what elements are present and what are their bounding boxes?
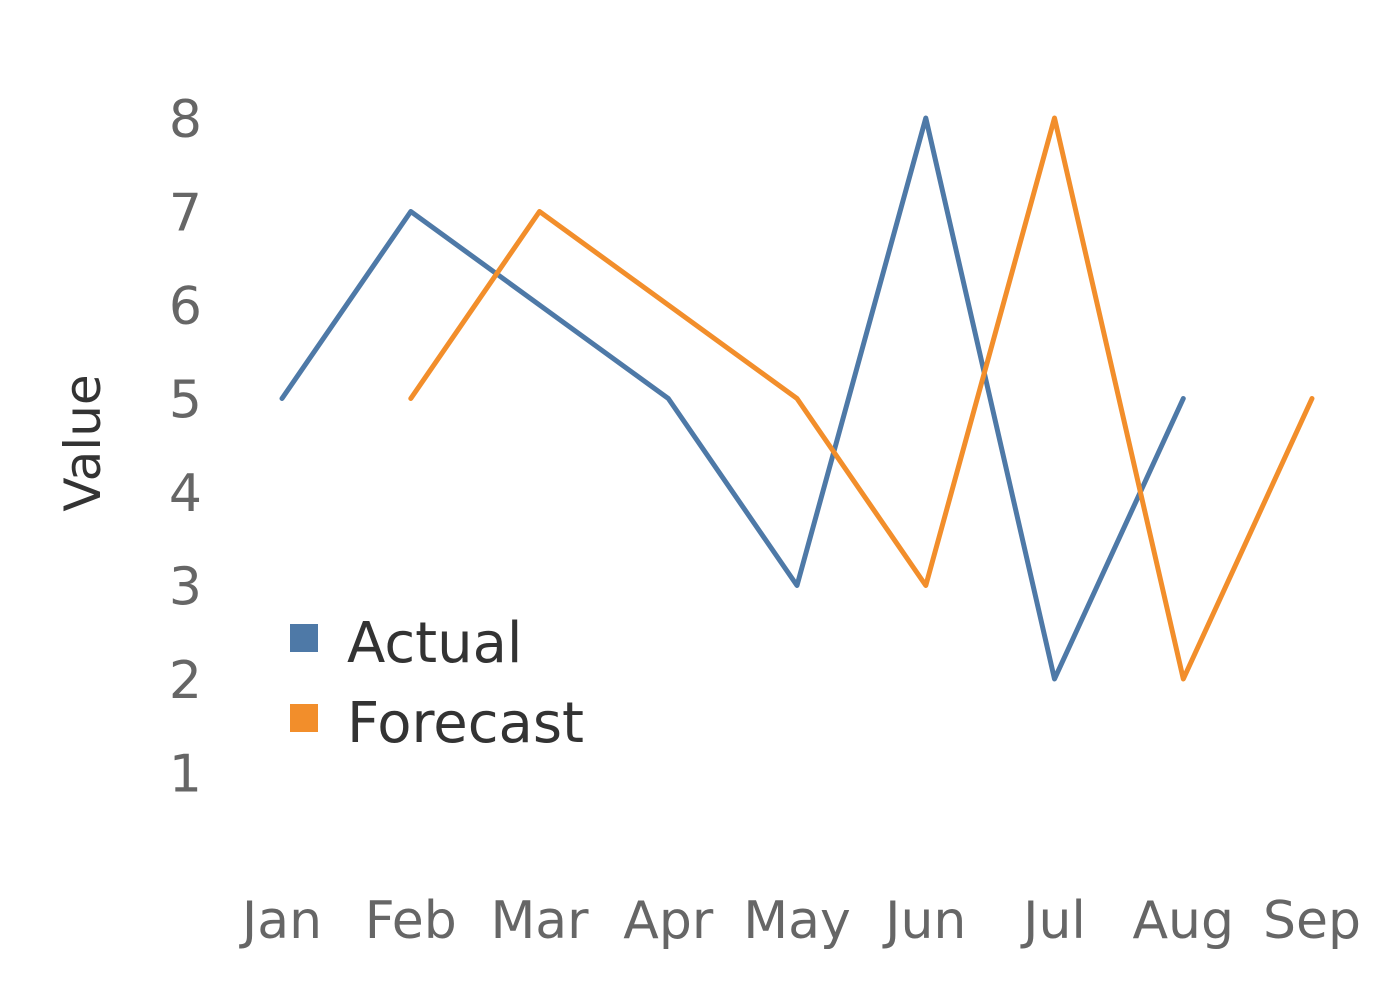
y-tick-label: 3 — [169, 558, 202, 618]
x-tick-label: Mar — [490, 891, 589, 951]
legend-label-forecast: Forecast — [347, 691, 584, 756]
legend-label-actual: Actual — [347, 611, 522, 676]
legend: Actual Forecast — [290, 611, 584, 756]
y-axis-title: Value — [54, 374, 112, 511]
x-tick-label: Feb — [365, 891, 457, 951]
legend-swatch-actual — [290, 624, 318, 652]
series-line-forecast — [408, 115, 1315, 682]
x-tick-label: Jan — [239, 891, 322, 951]
series-lines — [279, 115, 1315, 682]
y-tick-label: 8 — [169, 90, 202, 150]
x-tick-label: Aug — [1132, 891, 1234, 951]
x-tick-label: Jul — [1020, 891, 1086, 951]
y-tick-label: 6 — [169, 277, 202, 337]
y-tick-label: 1 — [169, 745, 202, 805]
x-tick-label: May — [743, 891, 851, 951]
y-tick-label: 4 — [169, 464, 202, 524]
x-tick-label: Sep — [1263, 891, 1361, 951]
x-axis-ticks: Jan Feb Mar Apr May Jun Jul Aug Sep — [239, 891, 1361, 951]
y-tick-label: 5 — [169, 371, 202, 431]
x-tick-label: Jun — [882, 891, 966, 951]
series-line-actual — [279, 115, 1186, 682]
legend-swatch-forecast — [290, 704, 318, 732]
y-tick-label: 2 — [169, 651, 202, 711]
y-tick-label: 7 — [169, 184, 202, 244]
y-axis-ticks: 1 2 3 4 5 6 7 8 — [169, 90, 202, 805]
x-tick-label: Apr — [623, 891, 714, 951]
